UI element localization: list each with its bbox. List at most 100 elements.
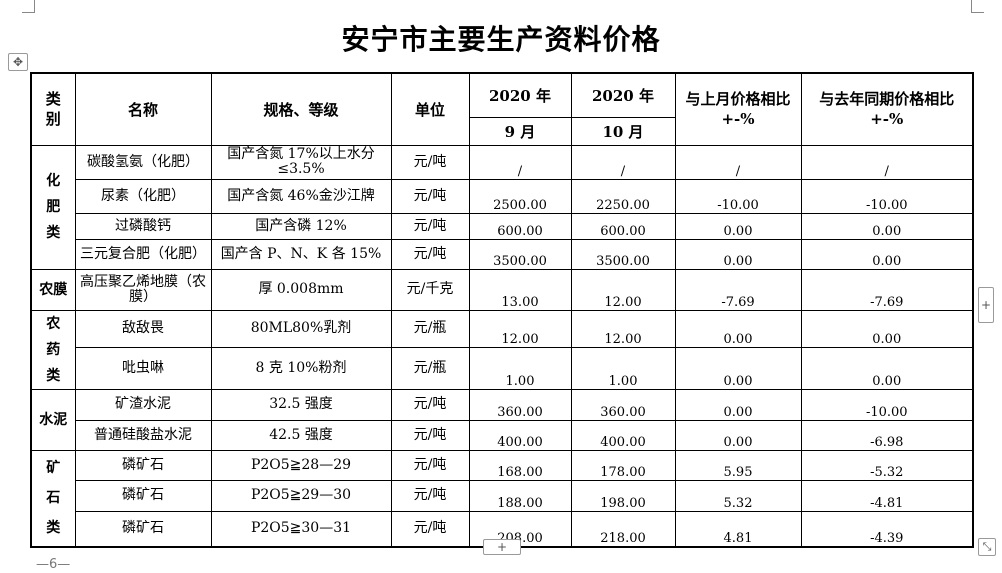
cell-mom: 4.81 bbox=[674, 510, 802, 548]
cell-spec: P2O5≧29—30 bbox=[210, 479, 392, 512]
add-column-button[interactable]: + bbox=[978, 287, 994, 323]
cell-unit: 元/瓶 bbox=[390, 346, 470, 390]
header-unit: 单位 bbox=[390, 72, 470, 146]
cell-sep: 600.00 bbox=[468, 212, 572, 240]
cell-unit: 元/吨 bbox=[390, 449, 470, 481]
table-row: 吡虫啉 8 克 10%粉剂 元/瓶 1.00 1.00 0.00 0.00 bbox=[31, 346, 974, 390]
cell-unit: 元/吨 bbox=[390, 479, 470, 512]
header-month-2: 10 月 bbox=[570, 116, 676, 146]
cell-mom: 0.00 bbox=[674, 238, 802, 270]
price-table: 类别 名称 规格、等级 单位 2020 年 2020 年 与上月价格相比+-% … bbox=[30, 72, 974, 548]
document-title: 安宁市主要生产资料价格 bbox=[341, 23, 661, 56]
table-row: 化肥类 碳酸氢氨（化肥） 国产含氮 17%以上水分≤3.5% 元/吨 / / /… bbox=[30, 144, 974, 270]
table-resize-handle-icon[interactable]: ⤡ bbox=[978, 538, 996, 556]
category-fertilizer-label: 化肥类 bbox=[46, 173, 61, 241]
cell-unit: 元/吨 bbox=[390, 144, 470, 180]
cell-mom: 5.32 bbox=[674, 479, 802, 512]
category-fertilizer: 化肥类 bbox=[30, 144, 76, 270]
cell-name: 碳酸氢氨（化肥） bbox=[74, 144, 212, 180]
cell-spec: 国产含磷 12% bbox=[210, 212, 392, 240]
cell-name: 磷矿石 bbox=[74, 479, 212, 512]
header-name: 名称 bbox=[74, 72, 212, 146]
cell-mom: -7.69 bbox=[674, 268, 802, 311]
cell-yoy: / bbox=[800, 144, 974, 180]
cell-sep: 3500.00 bbox=[468, 238, 572, 270]
cell-name: 吡虫啉 bbox=[74, 346, 212, 390]
table-row: 过磷酸钙 国产含磷 12% 元/吨 600.00 600.00 0.00 0.0… bbox=[31, 212, 974, 240]
cell-unit: 元/吨 bbox=[390, 238, 470, 270]
cell-mom: 0.00 bbox=[674, 388, 802, 421]
cell-yoy: -4.81 bbox=[800, 479, 974, 512]
cell-spec: 国产含 P、N、K 各 15% bbox=[210, 238, 392, 270]
table-row: 磷矿石 P2O5≧29—30 元/吨 188.00 198.00 5.32 -4… bbox=[31, 479, 974, 512]
cell-yoy: 0.00 bbox=[800, 238, 974, 270]
cell-oct: 2250.00 bbox=[570, 178, 676, 214]
cell-yoy: -4.39 bbox=[800, 510, 974, 548]
cell-sep: 2500.00 bbox=[468, 178, 572, 214]
cell-oct: 600.00 bbox=[570, 212, 676, 240]
cell-unit: 元/瓶 bbox=[390, 309, 470, 348]
category-cement: 水泥 bbox=[30, 388, 76, 451]
table-row: 普通硅酸盐水泥 42.5 强度 元/吨 400.00 400.00 0.00 -… bbox=[31, 419, 974, 451]
table-row: 农膜 高压聚乙烯地膜（农膜） 厚 0.008mm 元/千克 13.00 12.0… bbox=[30, 268, 974, 311]
cell-yoy: 0.00 bbox=[800, 346, 974, 390]
cell-yoy: -10.00 bbox=[800, 388, 974, 421]
cell-oct: 360.00 bbox=[570, 388, 676, 421]
category-film: 农膜 bbox=[30, 268, 76, 311]
add-row-button[interactable]: + bbox=[483, 539, 521, 555]
cell-name: 过磷酸钙 bbox=[74, 212, 212, 240]
cell-name: 普通硅酸盐水泥 bbox=[74, 419, 212, 451]
cell-name: 尿素（化肥） bbox=[74, 178, 212, 214]
cell-unit: 元/吨 bbox=[390, 510, 470, 548]
cell-spec: 42.5 强度 bbox=[210, 419, 392, 451]
page-corner-mark-top-right bbox=[971, 0, 984, 13]
category-ore: 矿石类 bbox=[30, 449, 76, 548]
cell-yoy: -6.98 bbox=[800, 419, 974, 451]
table-row: 矿石类 磷矿石 P2O5≧28—29 元/吨 168.00 178.00 5.9… bbox=[30, 449, 974, 548]
category-ore-label: 矿石类 bbox=[46, 460, 61, 537]
cell-spec: 国产含氮 17%以上水分≤3.5% bbox=[210, 144, 392, 180]
table-row: 水泥 矿渣水泥 32.5 强度 元/吨 360.00 360.00 0.00 -… bbox=[30, 388, 974, 451]
cell-oct: 178.00 bbox=[570, 449, 676, 481]
cell-spec: P2O5≧30—31 bbox=[210, 510, 392, 548]
cell-yoy: 0.00 bbox=[800, 309, 974, 348]
cell-mom: 0.00 bbox=[674, 419, 802, 451]
table-row: 农药类 敌敌畏 80ML80%乳剂 元/瓶 12.00 12.00 0.00 0… bbox=[30, 309, 974, 390]
table-row: 尿素（化肥） 国产含氮 46%金沙江牌 元/吨 2500.00 2250.00 … bbox=[31, 178, 974, 214]
cell-name: 磷矿石 bbox=[74, 449, 212, 481]
header-category: 类别 bbox=[30, 72, 76, 146]
cell-mom: / bbox=[674, 144, 802, 180]
header-spec: 规格、等级 bbox=[210, 72, 392, 146]
table-move-handle-icon[interactable]: ✥ bbox=[8, 53, 28, 71]
cell-unit: 元/吨 bbox=[390, 178, 470, 214]
cell-sep: 1.00 bbox=[468, 346, 572, 390]
cell-yoy: -10.00 bbox=[800, 178, 974, 214]
cell-sep: / bbox=[468, 144, 572, 180]
cell-oct: 3500.00 bbox=[570, 238, 676, 270]
page-number-value: 6 bbox=[49, 557, 58, 572]
category-pesticide-label: 农药类 bbox=[46, 315, 61, 384]
cell-spec: P2O5≧28—29 bbox=[210, 449, 392, 481]
cell-oct: 12.00 bbox=[570, 309, 676, 348]
header-year-2: 2020 年 bbox=[570, 72, 676, 118]
cell-oct: 218.00 bbox=[570, 510, 676, 548]
cell-mom: 0.00 bbox=[674, 309, 802, 348]
cell-oct: 400.00 bbox=[570, 419, 676, 451]
cell-oct: 1.00 bbox=[570, 346, 676, 390]
cell-oct: / bbox=[570, 144, 676, 180]
table-row: 磷矿石 P2O5≧30—31 元/吨 208.00 218.00 4.81 -4… bbox=[31, 510, 974, 548]
cell-yoy: -7.69 bbox=[800, 268, 974, 311]
page-corner-mark-top-left bbox=[22, 0, 35, 13]
page-number: —6— bbox=[36, 557, 71, 572]
cell-spec: 80ML80%乳剂 bbox=[210, 309, 392, 348]
header-yoy-label: 与去年同期价格相比+-% bbox=[819, 90, 955, 129]
cell-unit: 元/吨 bbox=[390, 212, 470, 240]
cell-mom: 0.00 bbox=[674, 212, 802, 240]
header-yoy-change: 与去年同期价格相比+-% bbox=[800, 72, 974, 146]
cell-name: 三元复合肥（化肥） bbox=[74, 238, 212, 270]
cell-name: 敌敌畏 bbox=[74, 309, 212, 348]
cell-name: 磷矿石 bbox=[74, 510, 212, 548]
cell-spec: 32.5 强度 bbox=[210, 388, 392, 421]
header-year-1: 2020 年 bbox=[468, 72, 572, 118]
cell-oct: 12.00 bbox=[570, 268, 676, 311]
